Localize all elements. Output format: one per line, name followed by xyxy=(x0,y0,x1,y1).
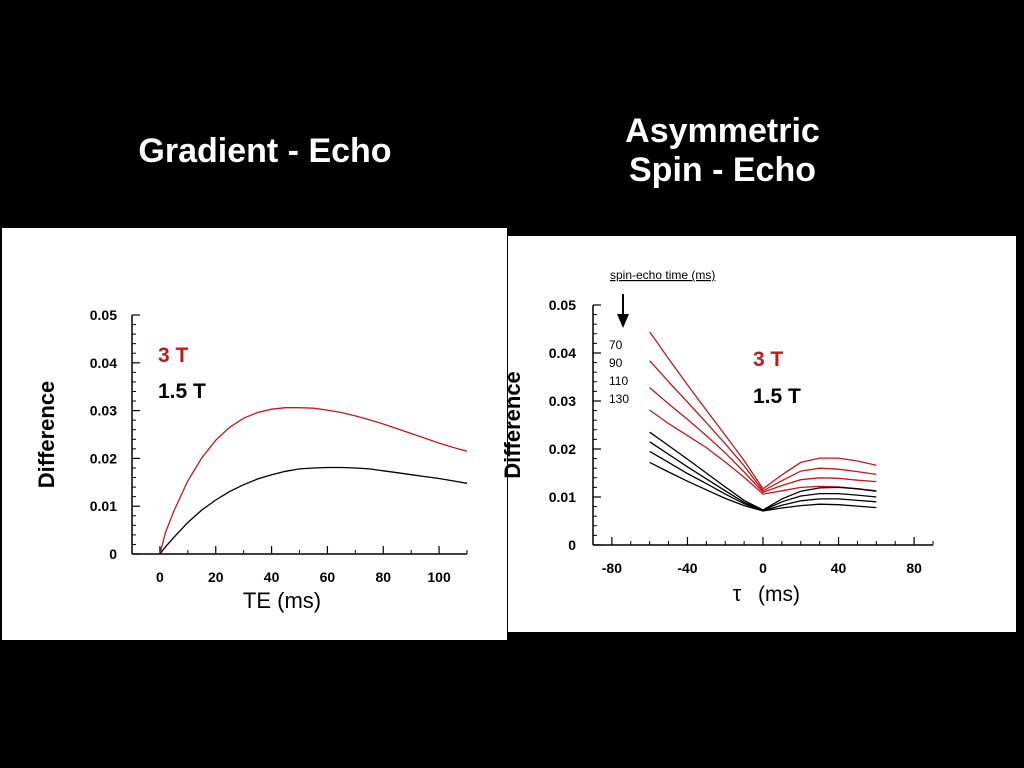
spin-echo-time-value: 70 xyxy=(609,338,623,352)
gradient-echo-chart-panel: 0 0.01 0.02 0.03 0.04 0.05 0 20 40 60 80 100 TE (ms)… xyxy=(2,228,507,640)
y-tick-label: 0.04 xyxy=(90,355,117,371)
y-tick-label: 0.01 xyxy=(90,498,117,514)
y-tick-label: 0.03 xyxy=(90,403,117,419)
y-tick-label: 0 xyxy=(568,537,576,553)
legend-15t-label: 1.5 T xyxy=(158,380,206,403)
y-tick-label: 0.05 xyxy=(549,297,576,313)
legend-15t-label: 1.5 T xyxy=(753,385,801,408)
x-tick-label: 80 xyxy=(375,569,391,585)
series-line-15t-4 xyxy=(649,461,877,512)
series-line-15t-2 xyxy=(649,441,877,512)
x-tick-label: 80 xyxy=(906,560,922,576)
y-tick-label: 0.02 xyxy=(549,441,576,457)
series-line-15t-3 xyxy=(649,450,877,512)
x-tick-label: 0 xyxy=(759,560,767,576)
spin-echo-chart: 0 0.01 0.02 0.03 0.04 0.05 -80 -40 0 40 80 τ (ms) Dif… xyxy=(500,268,934,606)
series-line-3t-2 xyxy=(649,360,877,492)
arrow-down-icon xyxy=(617,314,629,328)
x-axis-unit-label: (ms) xyxy=(758,583,800,606)
gradient-echo-title: Gradient - Echo xyxy=(138,132,392,170)
title-right-line2: Spin - Echo xyxy=(629,151,816,190)
title-right-line1: Asymmetric xyxy=(625,112,820,150)
gradient-echo-chart: 0 0.01 0.02 0.03 0.04 0.05 0 20 40 60 80 100 TE (ms)… xyxy=(34,307,468,613)
series-line-15t xyxy=(159,466,468,555)
x-tick-label: 60 xyxy=(320,569,336,585)
spin-echo-chart-panel: 0 0.01 0.02 0.03 0.04 0.05 -80 -40 0 40 80 τ (ms) Dif… xyxy=(500,236,1016,632)
series-line-3t-3 xyxy=(649,387,877,493)
y-tick-label: 0.02 xyxy=(90,450,117,466)
legend-3t-label: 3 T xyxy=(753,348,784,371)
y-axis-label: Difference xyxy=(500,371,525,479)
x-axis-tau-symbol: τ xyxy=(733,581,742,606)
asymmetric-spin-echo-title: Asymmetric Spin - Echo xyxy=(590,112,855,190)
x-axis-label: TE (ms) xyxy=(243,588,321,613)
x-tick-label: 40 xyxy=(264,569,280,585)
spin-echo-time-value: 130 xyxy=(609,392,629,406)
x-tick-label: -40 xyxy=(677,560,697,576)
x-tick-label: 0 xyxy=(156,569,164,585)
y-tick-label: 0.04 xyxy=(549,345,576,361)
spin-echo-time-value: 90 xyxy=(609,356,623,370)
x-tick-label: 20 xyxy=(208,569,224,585)
y-tick-label: 0 xyxy=(109,546,117,562)
series-line-3t-4 xyxy=(649,409,877,495)
series-line-3t xyxy=(159,407,468,555)
x-tick-label: -80 xyxy=(602,560,622,576)
y-axis-label: Difference xyxy=(34,381,59,489)
y-tick-label: 0.03 xyxy=(549,393,576,409)
legend-3t-label: 3 T xyxy=(158,344,189,367)
y-tick-label: 0.01 xyxy=(549,489,576,505)
spin-echo-time-value: 110 xyxy=(609,374,628,388)
y-tick-label: 0.05 xyxy=(90,307,117,323)
x-tick-label: 40 xyxy=(831,560,847,576)
series-line-3t-1 xyxy=(649,331,877,490)
x-tick-label: 100 xyxy=(427,569,451,585)
spin-echo-time-annotation: spin-echo time (ms) xyxy=(610,268,715,282)
